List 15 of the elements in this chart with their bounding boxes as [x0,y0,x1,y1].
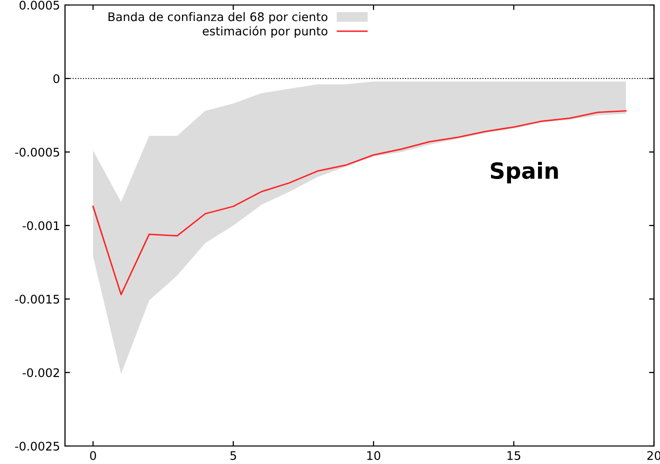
x-tick-label: 10 [367,451,380,460]
y-tick-label: -0.002 [22,368,59,378]
x-tick-label: 15 [508,451,520,460]
annotation: Spain [490,162,558,184]
legend-label: estimación por punto [202,26,328,38]
y-tick-label: 0 [53,74,60,84]
y-tick-label: -0.0015 [15,294,60,304]
y-tick-label: -0.0025 [15,442,60,451]
y-tick-label: -0.001 [22,221,60,230]
y-tick-label: 0.0005 [20,0,60,10]
y-tick-label: -0.0005 [15,148,60,157]
legend-label: Banda de confianza del 68 por ciento [108,12,328,24]
line-series [92,110,627,296]
x-tick-label: 5 [230,451,236,460]
x-tick-label: 0 [90,451,96,460]
